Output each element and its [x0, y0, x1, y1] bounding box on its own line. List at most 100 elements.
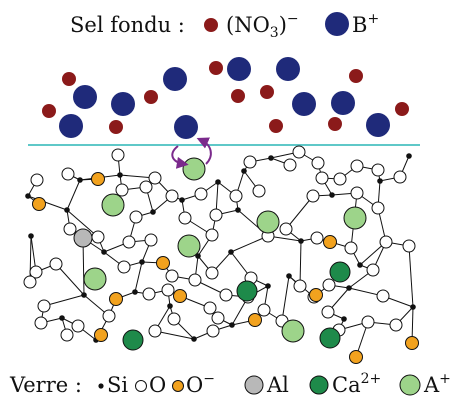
legend-cation-b-swatch: [325, 12, 349, 36]
oxygen-atom: [252, 184, 266, 198]
oxygen-atom: [257, 303, 271, 317]
oxygen-atom: [194, 187, 208, 201]
nitrate-ion: [62, 72, 76, 86]
nitrate-ion: [42, 104, 56, 118]
oxygen-atom: [350, 186, 364, 200]
glass-bond: [66, 209, 99, 238]
calcium-ion: [236, 280, 258, 302]
oxygen-atom: [219, 288, 233, 302]
bottom-legend-title: Verre :: [9, 373, 82, 397]
silicon-atom: [341, 316, 347, 322]
nitrate-ion: [109, 120, 123, 134]
oxygen-atom: [371, 201, 385, 215]
legend-aluminium-swatch: [244, 375, 264, 395]
cation-b-ion: [73, 85, 97, 109]
cation-b-ion: [331, 91, 355, 115]
exchanging-cation-b-ion: [174, 115, 198, 139]
silicon-atom: [139, 259, 145, 265]
silicon-atom: [179, 197, 185, 203]
nitrate-ion: [328, 117, 342, 131]
cation-b-ion: [227, 57, 251, 81]
oxygen-atom: [161, 283, 175, 297]
oxygen-atom: [139, 180, 153, 194]
glass-bond: [27, 195, 68, 211]
oxygen-atom: [292, 145, 306, 159]
nitrate-ion: [269, 119, 283, 133]
silicon-atom: [241, 168, 247, 174]
non-bridging-oxygen-atom: [91, 172, 105, 186]
nitrate-ion: [260, 85, 274, 99]
oxygen-atom: [333, 172, 347, 186]
oxygen-atom: [306, 189, 320, 203]
oxygen-atom: [63, 222, 77, 236]
glass-bond: [55, 263, 85, 296]
silicon-atom: [117, 172, 123, 178]
exchange-arrow-down: [171, 145, 189, 169]
oxygen-atom: [376, 289, 390, 303]
oxygen-atom: [165, 189, 179, 203]
non-bridging-oxygen-atom: [349, 350, 363, 364]
silicon-atom: [346, 285, 352, 291]
legend-o-minus-swatch: [172, 380, 184, 392]
oxygen-atom: [117, 260, 131, 274]
nitrate-ion: [395, 102, 409, 116]
top-legend: Sel fondu : (NO3)− B+: [70, 11, 379, 41]
non-bridging-oxygen-atom: [405, 336, 419, 350]
legend-o-minus-label: O−: [186, 371, 215, 397]
oxygen-atom: [402, 239, 416, 253]
oxygen-atom: [283, 158, 297, 172]
nitrate-ion: [209, 61, 223, 75]
silicon-atom: [377, 178, 383, 184]
cation-b-ion: [292, 92, 316, 116]
silicon-atom: [235, 207, 241, 213]
cation-a-ion: [83, 267, 107, 291]
glass-bond: [408, 245, 414, 308]
glass-bond: [281, 275, 290, 322]
calcium-ion: [329, 261, 351, 283]
legend-calcium-label: Ca2+: [332, 371, 381, 397]
glass-bond: [134, 261, 143, 293]
silicon-atom: [167, 303, 173, 309]
oxygen-atom: [167, 312, 181, 326]
cation-b-ion: [163, 67, 187, 91]
oxygen-atom: [366, 263, 380, 277]
oxygen-atom: [71, 319, 85, 333]
oxygen-atom: [211, 311, 225, 325]
ion-exchange-arrows: [171, 137, 212, 169]
silicon-atom: [265, 283, 271, 289]
top-legend-title: Sel fondu :: [70, 13, 185, 37]
legend-cation-a-swatch: [399, 374, 421, 396]
silicon-atom: [132, 289, 138, 295]
oxygen-atom: [144, 233, 158, 247]
legend-oxygen-label: O: [149, 373, 166, 397]
silicon-atom: [286, 273, 292, 279]
oxygen-atom: [243, 155, 257, 169]
cation-a-ion: [281, 319, 305, 343]
bottom-legend: Verre : Si O O− Al Ca2+ A+: [9, 371, 451, 397]
silicon-atom: [410, 304, 416, 310]
non-bridging-oxygen-atom: [32, 197, 46, 211]
oxygen-atom: [393, 170, 407, 184]
cation-b-ion: [276, 57, 300, 81]
nitrate-ion: [231, 89, 245, 103]
oxygen-atom: [148, 324, 162, 338]
oxygen-atom: [148, 171, 162, 185]
silicon-atom: [298, 238, 304, 244]
oxygen-atom: [61, 167, 75, 181]
non-bridging-oxygen-atom: [173, 289, 187, 303]
legend-cation-a-label: A+: [423, 371, 451, 397]
glass-network-atoms: [23, 145, 419, 364]
cation-a-ion: [177, 234, 201, 258]
oxygen-atom: [311, 156, 325, 170]
oxygen-atom: [188, 273, 202, 287]
legend-cation-b-label: B+: [352, 11, 379, 37]
non-bridging-oxygen-atom: [156, 256, 170, 270]
silicon-atom: [329, 192, 335, 198]
oxygen-atom: [379, 235, 393, 249]
oxygen-atom: [371, 163, 385, 177]
oxygen-atom: [37, 299, 51, 313]
cation-a-ion: [182, 157, 206, 181]
calcium-ion: [122, 329, 144, 351]
silicon-atom: [357, 262, 363, 268]
